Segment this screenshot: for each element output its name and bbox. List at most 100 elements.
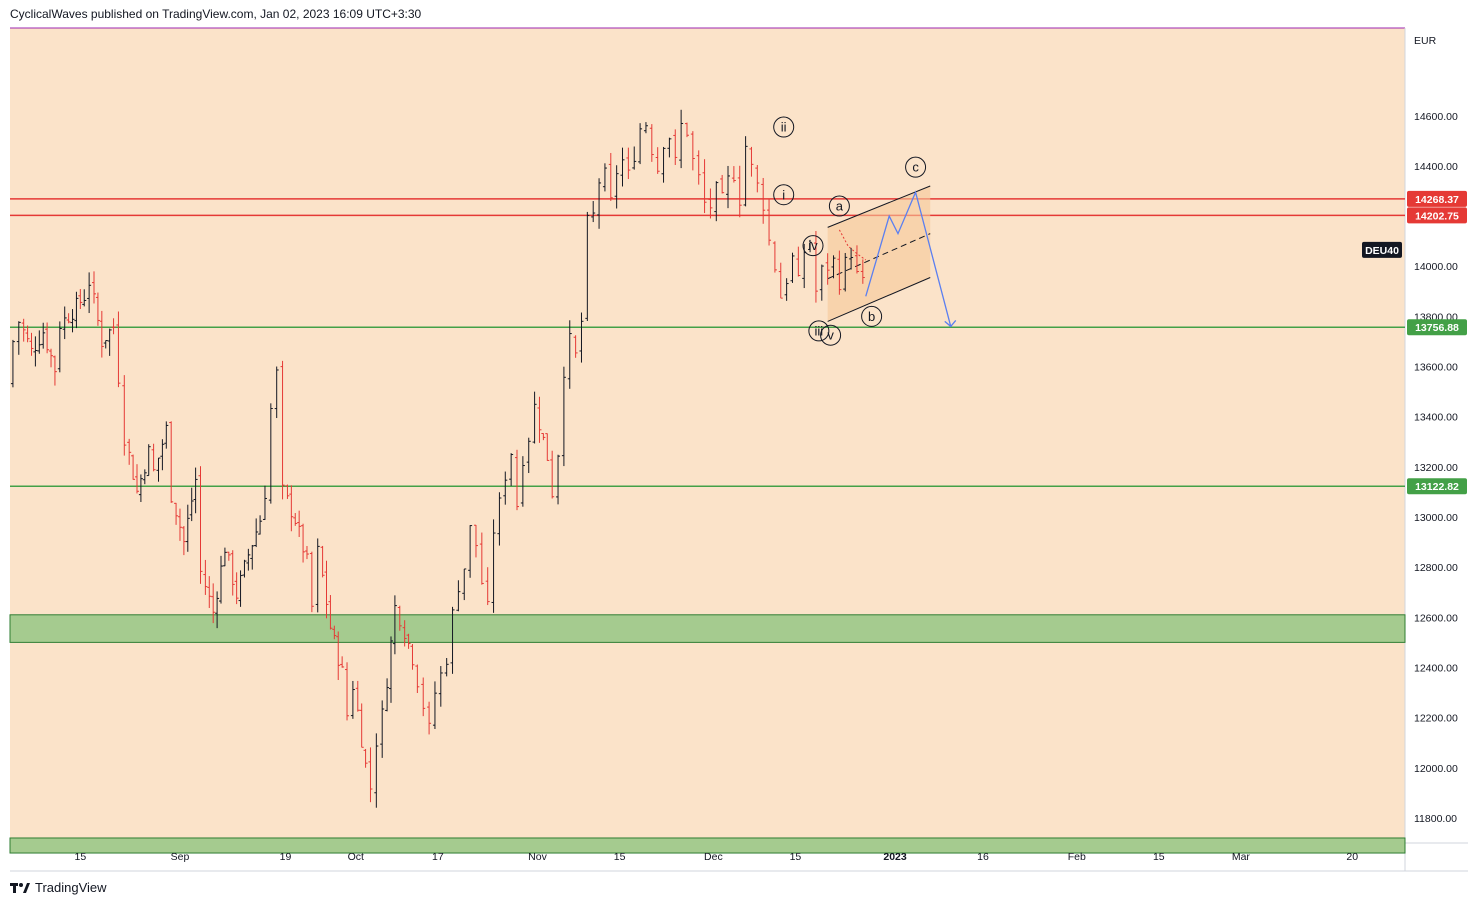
price-tags: 14268.37 14202.75 13756.88 13122.82 DEU40 bbox=[1362, 190, 1467, 495]
ohlc-bar bbox=[111, 318, 116, 335]
ohlc-bar bbox=[246, 548, 251, 571]
wave-text: iii bbox=[815, 323, 824, 338]
ohlc-bar bbox=[320, 545, 325, 578]
wave-label-ii: ii bbox=[773, 116, 795, 138]
x-tick-label: Oct bbox=[348, 851, 364, 863]
y-tick-label: 12800.00 bbox=[1414, 562, 1458, 574]
ohlc-bar bbox=[262, 485, 267, 520]
ohlc-bar bbox=[193, 467, 198, 514]
symbol-tag-text: DEU40 bbox=[1365, 245, 1399, 257]
time-axis[interactable]: 15 Sep 19 Oct 17 Nov 15 Dec 15 2023 16 Feb 15 Mar 20 bbox=[74, 851, 1358, 863]
ohlc-bar bbox=[116, 311, 121, 388]
y-tick-label: 14400.00 bbox=[1414, 161, 1458, 173]
ohlc-bar bbox=[402, 620, 407, 647]
ohlc-bar bbox=[661, 146, 666, 183]
footer-brand: TradingView bbox=[35, 880, 107, 895]
ohlc-bar bbox=[21, 318, 26, 342]
ohlc-bar bbox=[297, 510, 302, 537]
price-tag-14268.37: 14268.37 bbox=[1407, 190, 1467, 207]
ohlc-bar bbox=[473, 524, 478, 558]
support-zones bbox=[9, 614, 1406, 854]
ohlc-bar bbox=[142, 469, 147, 485]
x-tick-label: 15 bbox=[614, 851, 626, 863]
ohlc-bar bbox=[82, 289, 87, 307]
price-tag-13122.82: 13122.82 bbox=[1407, 478, 1467, 495]
ohlc-bar bbox=[285, 484, 290, 499]
ohlc-bar bbox=[258, 515, 263, 535]
wave-circle bbox=[828, 195, 850, 217]
ohlc-bar bbox=[62, 306, 67, 340]
ohlc-bar bbox=[567, 320, 572, 389]
ohlc-bar bbox=[345, 662, 350, 721]
ohlc-bar bbox=[843, 252, 848, 292]
ohlc-bar bbox=[503, 471, 508, 505]
ohlc-bar bbox=[462, 568, 467, 601]
publish-header: CyclicalWaves published on TradingView.c… bbox=[10, 7, 421, 21]
ohlc-bar bbox=[561, 366, 566, 467]
ohlc-bar bbox=[359, 703, 364, 748]
ohlc-bar bbox=[626, 147, 631, 180]
projection-line bbox=[865, 190, 952, 327]
wave-label-i: i bbox=[773, 184, 795, 206]
channel-fill bbox=[827, 185, 931, 322]
wave-circle bbox=[905, 156, 927, 178]
ohlc-bar bbox=[234, 572, 239, 605]
ohlc-bar bbox=[602, 163, 607, 192]
ohlc-bar bbox=[515, 449, 520, 511]
ohlc-bar bbox=[127, 438, 132, 465]
x-tick-label: 16 bbox=[977, 851, 989, 863]
ohlc-bar bbox=[45, 322, 50, 354]
ohlc-bar bbox=[860, 259, 865, 284]
footer: TradingView bbox=[10, 880, 107, 895]
symbol-tag: DEU40 bbox=[1362, 241, 1402, 258]
ohlc-bar bbox=[767, 198, 772, 246]
ohlc-bar bbox=[324, 560, 329, 619]
x-tick-label: Nov bbox=[528, 851, 547, 863]
x-tick-label: Mar bbox=[1232, 851, 1251, 863]
wave-text: v bbox=[827, 328, 834, 343]
ohlc-bar bbox=[406, 633, 411, 649]
plot-background bbox=[10, 28, 1405, 843]
ohlc-bar bbox=[667, 137, 672, 158]
ohlc-bar bbox=[57, 321, 62, 373]
ohlc-bar bbox=[479, 532, 484, 585]
ohlc-bar bbox=[336, 631, 341, 681]
plot-area[interactable] bbox=[10, 27, 1468, 872]
ohlc-bar bbox=[250, 544, 255, 570]
ohlc-bar bbox=[304, 546, 309, 560]
price-tag-text: 13756.88 bbox=[1415, 322, 1459, 334]
wave-label-iv: iv bbox=[802, 235, 824, 257]
ohlc-bar bbox=[456, 580, 461, 612]
ohlc-bar bbox=[684, 122, 689, 138]
y-tick-label: 11800.00 bbox=[1414, 813, 1457, 825]
ohlc-bar bbox=[219, 555, 224, 604]
ohlc-bar bbox=[350, 680, 355, 719]
publish-text: CyclicalWaves published on TradingView.c… bbox=[10, 7, 422, 21]
wave-channel bbox=[827, 185, 931, 322]
ohlc-bar bbox=[151, 443, 156, 472]
ohlc-bar bbox=[66, 313, 71, 324]
ohlc-bar bbox=[755, 165, 760, 193]
wave-circle bbox=[802, 235, 824, 257]
ohlc-bar bbox=[95, 292, 100, 326]
support-zone-2 bbox=[9, 837, 1406, 854]
ohlc-bar bbox=[189, 487, 194, 522]
ohlc-bar bbox=[374, 733, 379, 808]
ohlc-bar bbox=[103, 340, 108, 349]
ohlc-bar bbox=[74, 291, 79, 329]
y-tick-label: 12000.00 bbox=[1414, 763, 1458, 775]
x-tick-label: 17 bbox=[432, 851, 444, 863]
ohlc-bar bbox=[696, 150, 701, 185]
ohlc-bar bbox=[720, 174, 725, 194]
ohlc-bar bbox=[87, 272, 92, 314]
ohlc-bar bbox=[138, 474, 143, 502]
ohlc-bar bbox=[468, 525, 473, 578]
ohlc-bar bbox=[497, 492, 502, 546]
ohlc-bar bbox=[579, 312, 584, 363]
ohlc-bar bbox=[222, 547, 227, 567]
ohlc-bar bbox=[280, 360, 285, 500]
ohlc-bar bbox=[134, 464, 139, 494]
ohlc-bar bbox=[355, 680, 360, 712]
